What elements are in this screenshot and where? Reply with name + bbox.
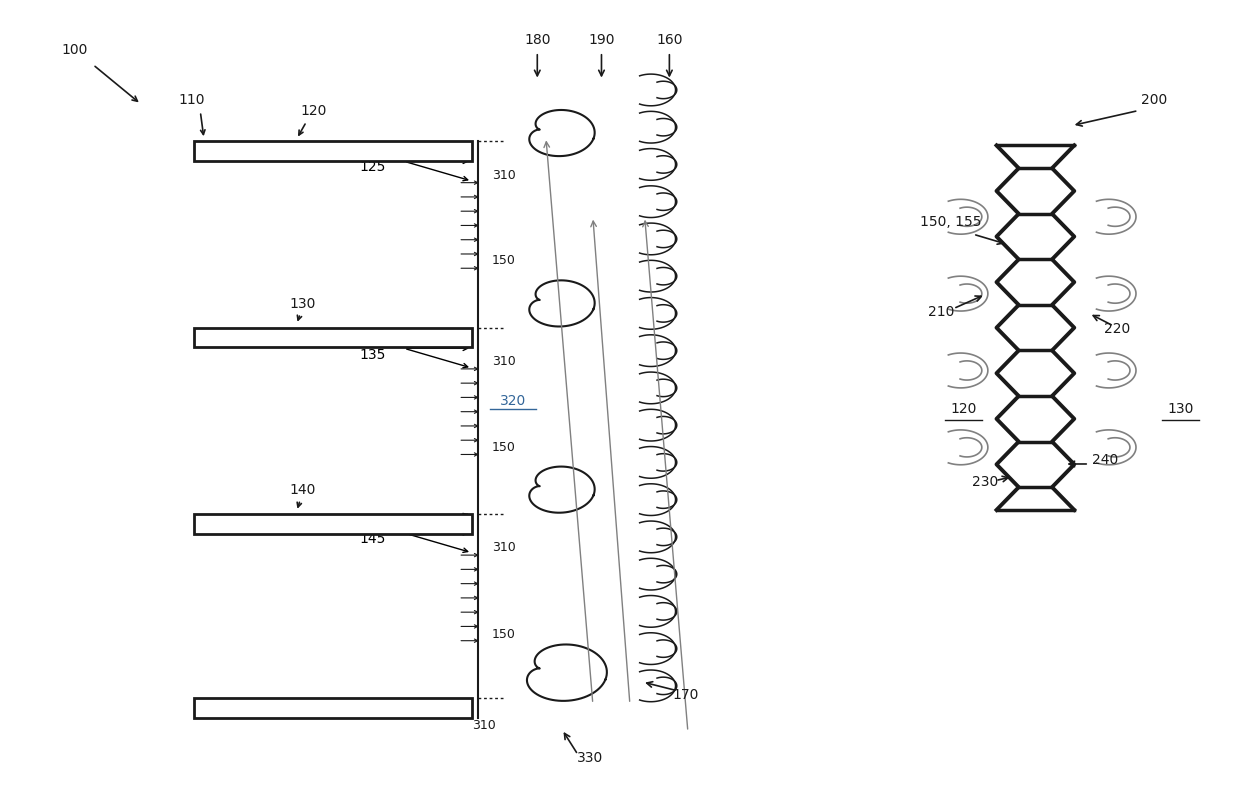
Text: 150: 150 — [491, 255, 516, 267]
Text: 140: 140 — [290, 483, 316, 497]
Bar — [195, 328, 472, 347]
Text: 135: 135 — [360, 348, 387, 361]
Text: 120: 120 — [950, 402, 976, 417]
Bar — [195, 697, 472, 717]
Text: 210: 210 — [928, 305, 954, 318]
Text: 125: 125 — [360, 160, 387, 174]
Text: 170: 170 — [672, 688, 698, 701]
Text: 110: 110 — [179, 93, 205, 107]
Text: 150: 150 — [491, 628, 516, 642]
Text: 320: 320 — [500, 393, 526, 408]
Text: 330: 330 — [578, 751, 604, 765]
Text: 310: 310 — [472, 720, 496, 733]
Text: 240: 240 — [1092, 453, 1118, 467]
Text: 220: 220 — [1105, 322, 1131, 336]
Text: 130: 130 — [290, 297, 316, 311]
Text: 150: 150 — [491, 440, 516, 453]
Text: 100: 100 — [61, 43, 88, 57]
Bar — [195, 514, 472, 534]
Text: 310: 310 — [491, 355, 516, 368]
Bar — [195, 141, 472, 161]
Text: 150, 155: 150, 155 — [920, 215, 982, 229]
Text: 310: 310 — [491, 168, 516, 182]
Text: 200: 200 — [1141, 93, 1168, 107]
Text: 145: 145 — [360, 532, 387, 547]
Text: 190: 190 — [588, 33, 615, 47]
Text: 180: 180 — [525, 33, 551, 47]
Text: 120: 120 — [300, 105, 327, 118]
Text: 130: 130 — [1167, 402, 1194, 417]
Text: 160: 160 — [656, 33, 683, 47]
Text: 230: 230 — [972, 475, 998, 489]
Text: 310: 310 — [491, 541, 516, 554]
